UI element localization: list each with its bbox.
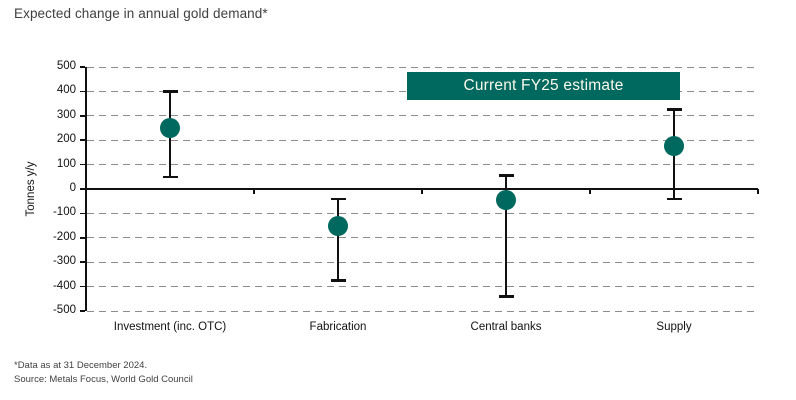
y-tick-label: -400 <box>52 279 76 292</box>
category-label: Supply <box>656 321 692 333</box>
gridline <box>87 139 758 141</box>
y-axis-title: Tonnes y/y <box>25 161 37 217</box>
error-bar-cap-bottom <box>330 279 346 282</box>
y-tick-label: 300 <box>56 108 76 121</box>
estimate-marker <box>664 136 684 157</box>
plot-area: 500 400 300 200 100 0 -100 -200 -300 -400 -500 Inve… <box>53 60 759 333</box>
gridline <box>87 261 758 263</box>
error-bar-cap-top <box>330 197 346 200</box>
y-axis-tick <box>80 310 85 312</box>
y-axis-tick <box>80 66 85 68</box>
y-axis-tick <box>80 139 85 141</box>
y-axis-tick <box>80 188 85 190</box>
gridline <box>87 310 758 312</box>
error-bar-line <box>504 175 508 297</box>
error-bar-cap-top <box>666 108 682 111</box>
gridline <box>87 115 758 117</box>
y-axis-tick <box>80 90 85 93</box>
x-axis-tick <box>757 189 759 194</box>
error-bar-cap-bottom <box>498 295 514 298</box>
category-label: Fabrication <box>309 321 367 333</box>
y-tick-label: -300 <box>52 255 76 268</box>
gridline <box>87 237 758 239</box>
legend-box: Current FY25 estimate <box>407 72 680 100</box>
gridline <box>87 164 758 166</box>
gridline <box>87 66 758 68</box>
source-line: Source: Metals Focus, World Gold Council <box>14 374 193 385</box>
error-bar-line <box>336 198 340 281</box>
x-axis-tick <box>421 189 423 194</box>
y-tick-label: -200 <box>52 230 76 243</box>
y-axis-line <box>85 67 87 311</box>
x-axis-tick <box>253 189 255 194</box>
x-axis-tick <box>589 189 591 194</box>
chart-title: Expected change in annual gold demand* <box>14 6 268 21</box>
error-bar-cap-top <box>498 174 514 177</box>
y-tick-label: -100 <box>52 206 76 219</box>
y-tick-label: 0 <box>69 182 76 194</box>
y-axis-tick <box>80 212 85 215</box>
y-axis-tick <box>80 285 85 288</box>
error-bar-cap-top <box>162 90 178 93</box>
gridline <box>87 286 758 288</box>
legend-label: Current FY25 estimate <box>463 77 624 94</box>
estimate-marker <box>496 189 516 210</box>
y-tick-label: 200 <box>56 133 76 146</box>
y-tick-label: 100 <box>56 157 76 170</box>
category-label: Central banks <box>470 321 542 333</box>
category-label: Investment (inc. OTC) <box>113 321 227 333</box>
error-bar-cap-bottom <box>162 175 178 179</box>
y-axis-tick <box>80 115 85 117</box>
y-axis-tick <box>80 261 85 263</box>
estimate-marker <box>328 215 348 236</box>
y-axis-tick <box>80 163 85 166</box>
y-tick-label: 400 <box>56 84 76 97</box>
footnote: *Data as at 31 December 2024. <box>14 360 148 371</box>
y-tick-label: -500 <box>52 304 76 316</box>
y-tick-label: 500 <box>56 60 76 72</box>
error-bar-cap-bottom <box>666 197 682 200</box>
gridline <box>87 212 758 214</box>
estimate-marker <box>160 118 180 138</box>
y-axis-tick <box>80 237 85 239</box>
